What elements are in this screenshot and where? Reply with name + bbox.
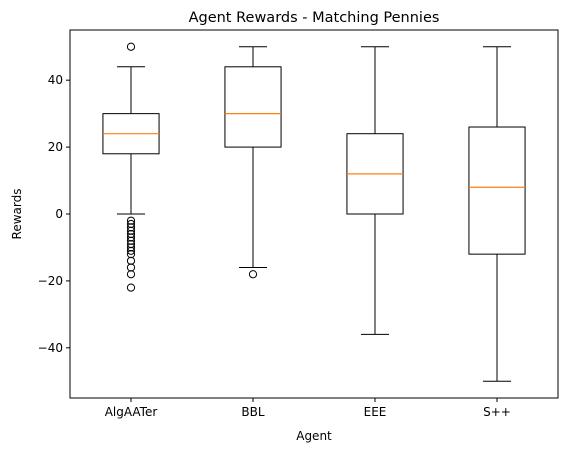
y-tick-label: −20	[38, 274, 63, 288]
y-tick-label: −40	[38, 341, 63, 355]
y-tick-label: 40	[48, 73, 63, 87]
x-tick-label: EEE	[364, 405, 387, 419]
x-axis-label: Agent	[296, 429, 332, 443]
box-group-eee	[347, 47, 403, 335]
iqr-box	[225, 67, 281, 147]
x-axis: AlgAATer BBL EEE S++	[105, 398, 511, 419]
outlier-point	[127, 257, 134, 264]
y-tick-label: 0	[55, 207, 63, 221]
outlier-point	[127, 271, 134, 278]
iqr-box	[469, 127, 525, 254]
outlier-point	[127, 264, 134, 271]
x-tick-label: BBL	[241, 405, 264, 419]
box-group-s	[469, 47, 525, 382]
outlier-point	[249, 271, 256, 278]
outlier-point	[127, 284, 134, 291]
plot-area	[103, 43, 525, 381]
x-tick-label: AlgAATer	[105, 405, 158, 419]
y-axis-label: Rewards	[10, 189, 24, 240]
chart-title: Agent Rewards - Matching Pennies	[189, 10, 440, 26]
y-axis: −40 −20 0 20 40	[38, 73, 70, 355]
x-tick-label: S++	[483, 405, 511, 419]
box-group-algaater	[103, 43, 159, 291]
outlier-point	[127, 43, 134, 50]
y-tick-label: 20	[48, 140, 63, 154]
box-group-bbl	[225, 47, 281, 278]
